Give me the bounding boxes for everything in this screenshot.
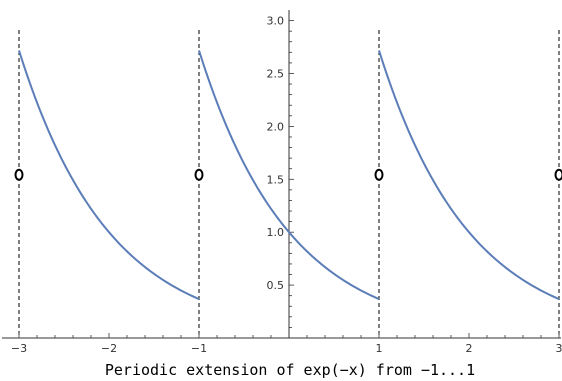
x-axis-label: Periodic extension of exp(−x) from −1...… [105, 361, 475, 379]
y-tick-label: 3.0 [267, 15, 285, 28]
midpoint-markers [14, 168, 562, 181]
y-tick-label: 2.5 [267, 67, 285, 80]
series-curves [18, 50, 560, 300]
x-tick-label: −1 [191, 342, 207, 355]
y-tick-label: 2.0 [267, 120, 285, 133]
axis-ticks: −3 −2 −1 1 2 3 0.5 1.0 1.5 2.0 2.5 3.0 [11, 15, 562, 355]
y-tick-label: 1.5 [267, 173, 285, 186]
midpoint-marker [194, 168, 204, 181]
y-tick-label: 0.5 [267, 279, 285, 292]
curve-segment [18, 50, 200, 300]
discontinuity-lines [18, 30, 560, 338]
x-tick-label: 3 [556, 342, 562, 355]
midpoint-marker [374, 168, 384, 181]
axes [2, 10, 561, 339]
midpoint-marker [14, 168, 24, 181]
y-tick-label: 1.0 [267, 226, 285, 239]
midpoint-marker [554, 168, 562, 181]
x-tick-label: 1 [376, 342, 383, 355]
x-tick-label: −2 [101, 342, 117, 355]
curve-segment [198, 50, 380, 300]
x-tick-label: 2 [466, 342, 473, 355]
x-tick-label: −3 [11, 342, 27, 355]
curve-segment [378, 50, 560, 300]
